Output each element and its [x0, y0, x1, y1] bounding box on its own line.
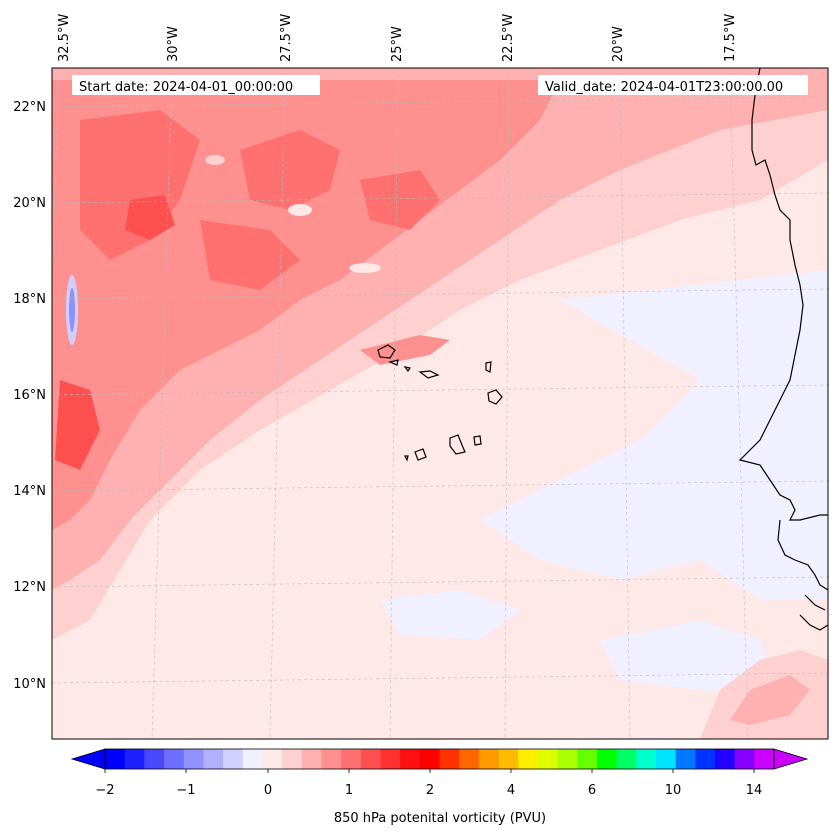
colorbar-segment — [498, 749, 519, 769]
lon-label: 17.5°W — [723, 14, 738, 62]
pv-spot — [205, 155, 225, 165]
colorbar-tick: 1 — [345, 783, 353, 798]
longitude-labels: 32.5°W 30°W 27.5°W 25°W 22.5°W 20°W 17.5… — [57, 14, 738, 62]
colorbar-tick: 10 — [665, 783, 682, 798]
lon-label: 22.5°W — [501, 14, 516, 62]
negative-pv-core — [69, 288, 75, 332]
latitude-labels: 22°N 20°N 18°N 16°N 14°N 12°N 10°N — [13, 100, 46, 692]
lon-label: 30°W — [166, 26, 181, 62]
pv-core-3 — [200, 220, 300, 290]
pv-blob-southeast-core — [730, 675, 810, 725]
pv-spot — [349, 263, 381, 273]
colorbar-title: 850 hPa potenital vorticity (PVU) — [334, 811, 546, 826]
guinea-coastline — [777, 519, 828, 631]
colorbar-segment — [360, 749, 381, 769]
pv-spot — [288, 204, 312, 216]
colorbar-segment — [203, 749, 224, 769]
colorbar-extend-max — [773, 748, 809, 770]
lat-label: 10°N — [13, 677, 46, 692]
weak-negative-region-3 — [380, 590, 520, 640]
colorbar-segment — [262, 749, 283, 769]
lon-label: 32.5°W — [57, 14, 72, 62]
colorbar-outline — [104, 748, 775, 770]
colorbar-extend-min — [70, 748, 106, 770]
colorbar-segment — [537, 749, 559, 769]
colorbar-tick: 2 — [426, 783, 434, 798]
weak-negative-region — [480, 270, 828, 600]
valid-date-box — [538, 75, 808, 95]
colorbar-tick: 14 — [746, 783, 763, 798]
colorbar-segment — [616, 749, 637, 769]
colorbar-segment — [754, 749, 775, 769]
pv-core-6 — [55, 380, 100, 470]
colorbar-segment — [478, 749, 500, 769]
colorbar-segment — [183, 749, 204, 769]
colorbar-tick: −2 — [95, 783, 114, 798]
colorbar-segment — [695, 749, 716, 769]
colorbar-segment — [459, 749, 480, 769]
gridlines — [52, 68, 828, 739]
colorbar-segment — [144, 749, 165, 769]
colorbar — [70, 748, 809, 773]
colorbar-segment — [400, 749, 421, 769]
colorbar-segment — [282, 749, 303, 769]
lat-label: 14°N — [13, 484, 46, 499]
lon-label: 25°W — [390, 26, 405, 62]
colorbar-tick: 6 — [588, 783, 596, 798]
colorbar-tick: 4 — [507, 783, 515, 798]
colorbar-segment — [734, 749, 755, 769]
lon-label: 20°W — [611, 26, 626, 62]
colorbar-segment — [596, 749, 618, 769]
colorbar-segment — [321, 749, 342, 769]
colorbar-segment — [577, 749, 598, 769]
lat-label: 12°N — [13, 580, 46, 595]
colorbar-segment — [518, 749, 539, 769]
lon-label: 27.5°W — [279, 14, 294, 62]
valid-date-label: Valid_date: 2024-04-01T23:00:00.00 — [545, 80, 783, 95]
pv-field — [52, 68, 828, 739]
pv-core-2 — [240, 130, 340, 210]
colorbar-segment — [124, 749, 145, 769]
colorbar-segment — [164, 749, 185, 769]
colorbar-segment — [341, 749, 362, 769]
colorbar-tick: −1 — [176, 783, 195, 798]
colorbar-tick: 0 — [264, 783, 272, 798]
lat-label: 16°N — [13, 388, 46, 403]
west-africa-coastline — [738, 68, 828, 521]
colorbar-segment — [655, 749, 677, 769]
colorbar-segment — [380, 749, 401, 769]
colorbar-tick-labels: −2 −1 0 1 2 4 6 10 14 — [95, 783, 762, 798]
colorbar-segment — [439, 749, 460, 769]
colorbar-segment — [242, 749, 263, 769]
colorbar-segment — [714, 749, 736, 769]
pv-core-4 — [360, 170, 440, 230]
colorbar-segment — [419, 749, 440, 769]
map-frame — [51, 67, 829, 740]
lat-label: 22°N — [13, 100, 46, 115]
lat-label: 20°N — [13, 196, 46, 211]
pv-core-1 — [80, 110, 200, 260]
start-date-label: Start date: 2024-04-01_00:00:00 — [79, 80, 293, 95]
colorbar-segment — [301, 749, 322, 769]
cape-verde-islands — [377, 344, 503, 462]
colorbar-segment — [675, 749, 696, 769]
lat-label: 18°N — [13, 292, 46, 307]
colorbar-segment — [105, 749, 126, 769]
colorbar-segment — [223, 749, 244, 769]
colorbar-segment — [636, 749, 657, 769]
colorbar-segment — [557, 749, 578, 769]
pv-core-5 — [125, 195, 175, 240]
start-date-box — [72, 75, 320, 95]
